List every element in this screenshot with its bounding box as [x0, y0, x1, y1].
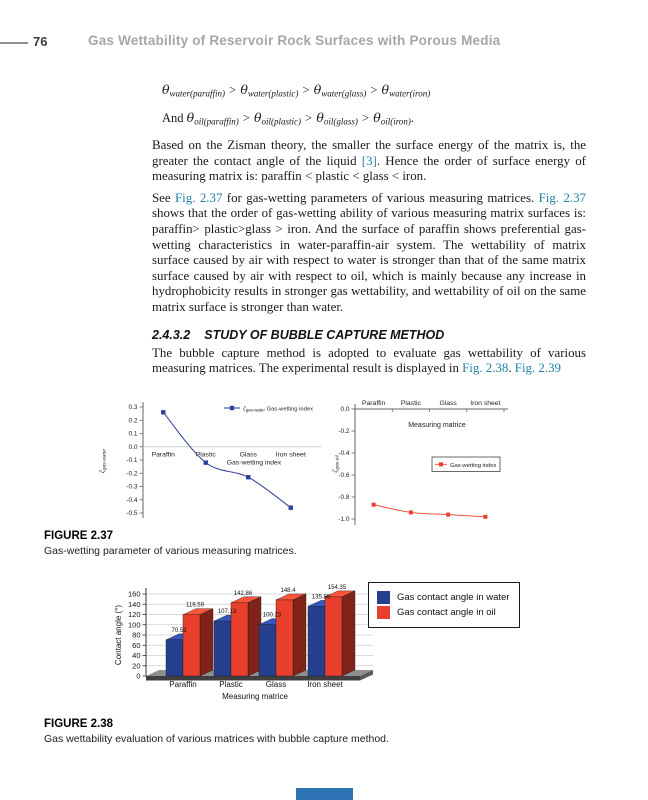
svg-text:-0.4: -0.4: [338, 450, 350, 457]
fig-2-39-link[interactable]: Fig. 2.39: [514, 361, 561, 376]
svg-text:142.86: 142.86: [234, 591, 253, 597]
figure-2-37-caption: FIGURE 2.37 Gas-wetting parameter of var…: [44, 530, 297, 557]
section-title: STUDY OF BUBBLE CAPTURE METHOD: [204, 327, 445, 342]
figure-2-38-label: FIGURE 2.38: [44, 718, 114, 730]
svg-text:-0.5: -0.5: [126, 510, 138, 517]
svg-text:-0.1: -0.1: [126, 457, 138, 464]
fig-2-37-link-1[interactable]: Fig. 2.37: [175, 190, 223, 205]
svg-text:0.3: 0.3: [128, 404, 137, 411]
svg-text:70.53: 70.53: [171, 628, 187, 634]
formula-oil-contact-angles: And θoil(paraffin) > θoil(plastic) > θoi…: [162, 109, 415, 127]
citation-link-3[interactable]: [3]: [361, 153, 377, 168]
oil-series-swatch: [377, 606, 390, 619]
theta-symbol: θ: [313, 82, 322, 97]
svg-text:140: 140: [128, 600, 141, 609]
svg-text:Iron sheet: Iron sheet: [307, 680, 343, 689]
water-series-swatch: [377, 591, 390, 604]
legend-label-oil: Gas contact angle in oil: [397, 607, 496, 618]
svg-text:Plastic: Plastic: [196, 451, 217, 458]
svg-text:0.0: 0.0: [128, 444, 137, 451]
svg-text:-0.2: -0.2: [126, 470, 138, 477]
figure-2-37-label: FIGURE 2.37: [44, 530, 114, 542]
theta-symbol: θ: [381, 82, 390, 97]
svg-text:ζgas-water Gas-wetting index: ζgas-water Gas-wetting index: [243, 406, 313, 412]
svg-text:Paraffin: Paraffin: [169, 680, 196, 689]
svg-text:-0.4: -0.4: [126, 497, 138, 504]
theta-symbol: θ: [186, 109, 195, 125]
svg-text:Plastic: Plastic: [219, 680, 243, 689]
line-chart-gas-oil: 0.0 -0.2 -0.4 -0.6 -0.8 -1.0 Paraffin Plastic Gl…: [332, 400, 508, 525]
paragraph-zisman-theory: Based on the Zisman theory, the smaller …: [152, 138, 586, 184]
svg-text:-1.0: -1.0: [338, 516, 350, 523]
svg-text:Contact angle (°): Contact angle (°): [114, 605, 123, 665]
theta-symbol: θ: [254, 109, 262, 125]
svg-text:Gas-wetting index: Gas-wetting index: [227, 459, 282, 466]
legend-label-water: Gas contact angle in water: [397, 592, 510, 603]
svg-text:60: 60: [132, 641, 140, 650]
svg-text:40: 40: [132, 651, 140, 660]
running-title: Gas Wettability of Reservoir Rock Surfac…: [88, 33, 501, 48]
section-heading: 2.4.3.2 STUDY OF BUBBLE CAPTURE METHOD: [152, 328, 586, 342]
svg-text:0.0: 0.0: [340, 406, 349, 413]
svg-text:100.23: 100.23: [263, 613, 282, 619]
svg-text:154.35: 154.35: [328, 585, 347, 591]
svg-text:0.1: 0.1: [128, 431, 137, 438]
svg-text:160: 160: [128, 590, 141, 599]
svg-text:100: 100: [128, 620, 141, 629]
bar-chart-legend: Gas contact angle in water Gas contact a…: [368, 582, 521, 628]
svg-text:135.89: 135.89: [312, 594, 331, 600]
svg-text:-0.6: -0.6: [338, 472, 350, 479]
svg-text:Plastic: Plastic: [401, 400, 422, 407]
svg-text:-0.2: -0.2: [338, 428, 350, 435]
svg-text:Glass: Glass: [266, 680, 286, 689]
svg-text:120: 120: [128, 610, 141, 619]
svg-text:Glass: Glass: [240, 451, 258, 458]
theta-symbol: θ: [316, 109, 324, 125]
line-chart-gas-water: 0.3 0.2 0.1 0.0 -0.1 -0.2 -0.3 -0.4 -0.5 Paraffin…: [99, 402, 321, 518]
svg-text:80: 80: [132, 631, 140, 640]
theta-symbol: θ: [373, 109, 381, 125]
svg-text:148.4: 148.4: [280, 588, 296, 594]
legend-item-oil: Gas contact angle in oil: [377, 606, 509, 619]
legend-item-water: Gas contact angle in water: [377, 591, 509, 604]
svg-text:0.2: 0.2: [128, 417, 137, 424]
paragraph-gas-wetting: See Fig. 2.37 for gas-wetting parameters…: [152, 190, 587, 314]
svg-text:Glass: Glass: [439, 400, 457, 407]
svg-text:-0.8: -0.8: [338, 494, 350, 501]
svg-text:ζgas-water: ζgas-water: [99, 448, 108, 473]
text-column: θwater(paraffin) > θwater(plastic) > θwa…: [152, 80, 586, 377]
svg-text:Paraffin: Paraffin: [362, 400, 386, 407]
page-number: 76: [33, 34, 48, 49]
svg-text:20: 20: [132, 661, 140, 670]
paragraph-bubble-capture: The bubble capture method is adopted to …: [152, 345, 586, 376]
figure-2-37-text: Gas-wetting parameter of various measuri…: [44, 545, 297, 557]
theta-symbol: θ: [240, 82, 248, 97]
svg-text:ζgas-oil: ζgas-oil: [332, 454, 341, 472]
figure-2-38-text: Gas wettability evaluation of various ma…: [44, 733, 389, 745]
footer-accent-bar: [296, 788, 353, 800]
header-rule: [0, 42, 28, 44]
svg-text:107.13: 107.13: [218, 609, 237, 615]
fig-2-37-link-2[interactable]: Fig. 2.37: [538, 190, 587, 205]
figure-2-38-caption: FIGURE 2.38 Gas wettability evaluation o…: [44, 718, 389, 745]
formula-water-contact-angles: θwater(paraffin) > θwater(plastic) > θwa…: [162, 82, 431, 99]
svg-text:Measuring matrice: Measuring matrice: [222, 692, 288, 701]
svg-text:Measuring matrice: Measuring matrice: [408, 422, 466, 429]
svg-text:Iron sheet: Iron sheet: [470, 400, 500, 407]
theta-symbol: θ: [162, 82, 170, 97]
svg-text:Gas-wetting index: Gas-wetting index: [450, 463, 496, 469]
svg-text:Iron sheet: Iron sheet: [276, 451, 306, 458]
section-number: 2.4.3.2: [152, 327, 191, 342]
fig-2-38-link[interactable]: Fig. 2.38: [462, 361, 509, 376]
svg-text:-0.3: -0.3: [126, 484, 138, 491]
svg-text:0: 0: [136, 672, 140, 681]
svg-text:119.59: 119.59: [186, 603, 205, 609]
svg-text:Paraffin: Paraffin: [152, 451, 176, 458]
